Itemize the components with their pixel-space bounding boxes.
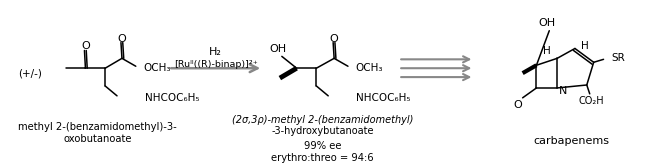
- Text: SR: SR: [611, 53, 625, 63]
- Text: O: O: [330, 34, 339, 44]
- Text: NHCOC₆H₅: NHCOC₆H₅: [144, 93, 199, 103]
- Text: methyl 2-(benzamidomethyl)-3-: methyl 2-(benzamidomethyl)-3-: [18, 122, 177, 132]
- Text: 99% ee: 99% ee: [304, 141, 341, 151]
- Text: CO₂H: CO₂H: [579, 96, 604, 106]
- Text: O: O: [117, 34, 126, 44]
- Text: (+/-): (+/-): [18, 68, 42, 78]
- Text: carbapenems: carbapenems: [533, 136, 609, 146]
- Text: OCH₃: OCH₃: [356, 63, 383, 73]
- Text: -3-hydroxybutanoate: -3-hydroxybutanoate: [271, 126, 373, 136]
- Text: oxobutanoate: oxobutanoate: [63, 134, 132, 144]
- Text: N: N: [559, 86, 567, 96]
- Text: O: O: [81, 41, 90, 52]
- Text: OCH₃: OCH₃: [144, 63, 171, 73]
- Text: H: H: [544, 46, 551, 56]
- Text: [Ruᴵᴵ((R)-binap)]²⁺: [Ruᴵᴵ((R)-binap)]²⁺: [174, 60, 257, 69]
- Text: H₂: H₂: [209, 47, 222, 57]
- Text: (2σ,3ρ)-methyl 2-(benzamidomethyl): (2σ,3ρ)-methyl 2-(benzamidomethyl): [232, 115, 413, 124]
- Text: erythro:threo = 94:6: erythro:threo = 94:6: [271, 153, 373, 163]
- Text: O: O: [513, 100, 522, 110]
- Text: H: H: [581, 40, 589, 51]
- Text: OH: OH: [270, 45, 286, 54]
- Text: OH: OH: [539, 18, 556, 28]
- Text: NHCOC₆H₅: NHCOC₆H₅: [356, 93, 410, 103]
